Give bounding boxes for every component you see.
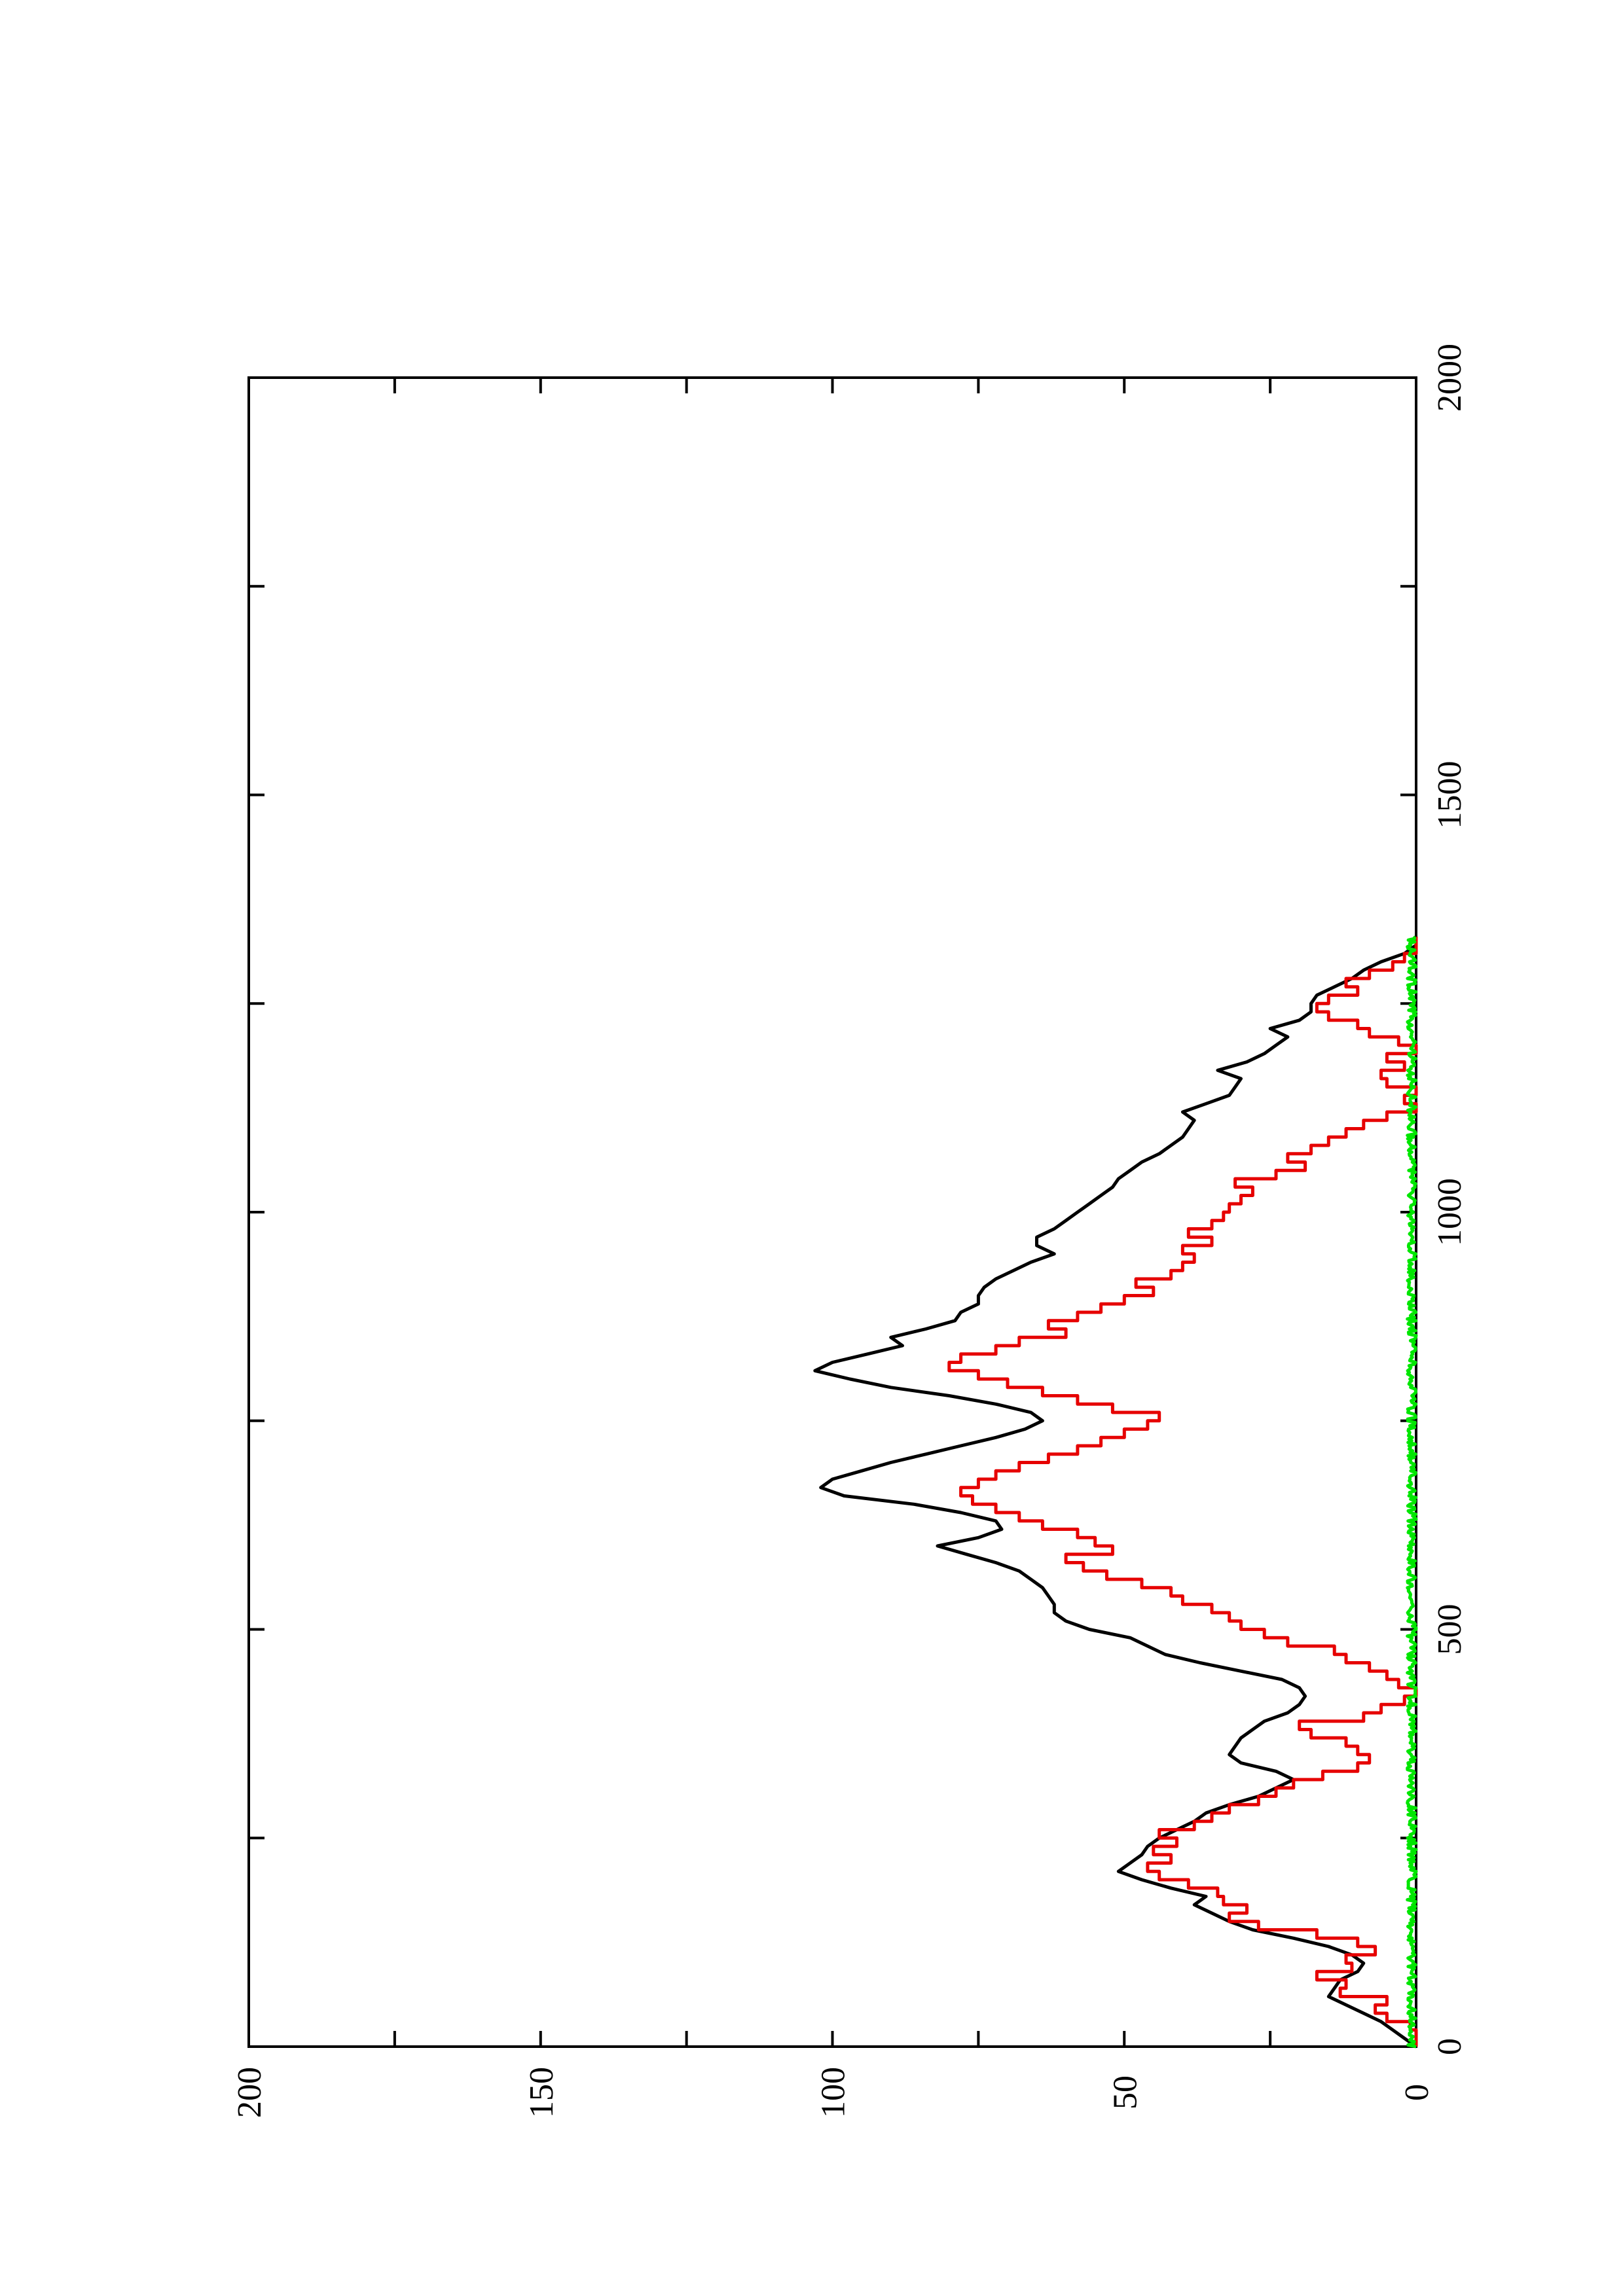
- y-tick-label: 50: [1106, 2075, 1144, 2109]
- x-tick-label: 1500: [1431, 761, 1468, 829]
- x-tick-label: 1000: [1431, 1178, 1468, 1246]
- y-tick-label: 100: [815, 2067, 852, 2118]
- y-tick-label: 150: [523, 2067, 560, 2118]
- axes: [247, 376, 1417, 2048]
- tick-labels: 0 500 1000 1500 2000 0 50 100 150 200: [231, 344, 1468, 2118]
- x-tick-label: 2000: [1431, 344, 1468, 412]
- x-tick-label: 500: [1431, 1604, 1468, 1655]
- series-lines: [813, 935, 1418, 2049]
- y-tick-label: 0: [1398, 2084, 1436, 2101]
- series-line-3: [1406, 935, 1418, 2049]
- plot-frame: [247, 376, 1417, 2048]
- y-tick-label: 200: [231, 2067, 268, 2118]
- series-line-1: [813, 937, 1418, 2049]
- x-tick-label: 0: [1431, 2038, 1468, 2055]
- series-line-2: [947, 937, 1418, 2047]
- tick-marks: [247, 376, 1417, 2048]
